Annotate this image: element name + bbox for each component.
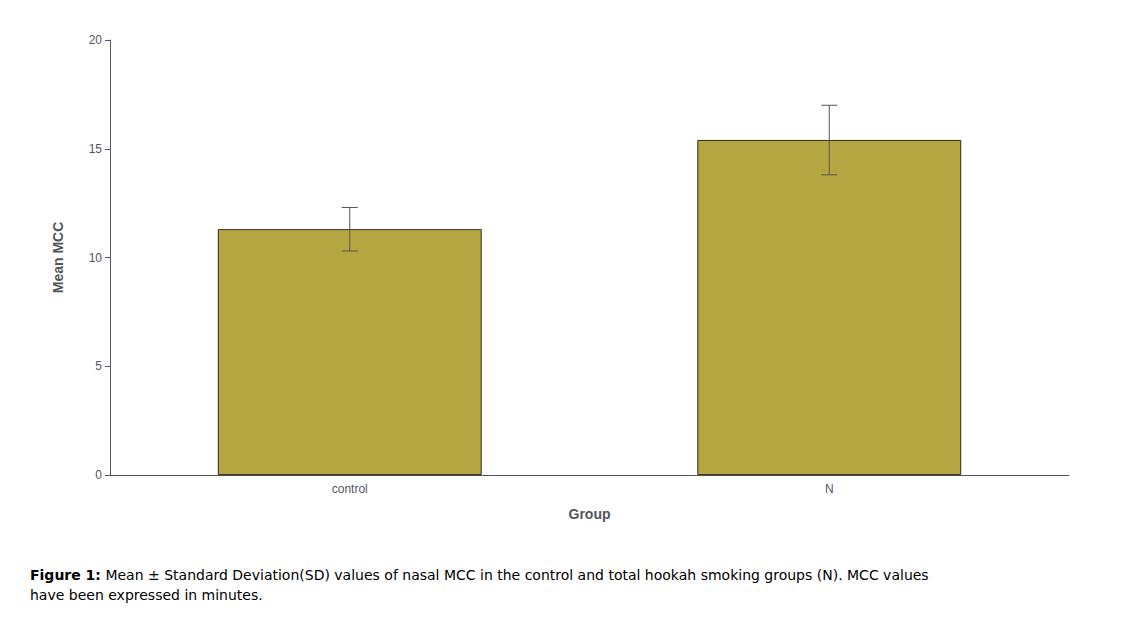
svg-text:5: 5 <box>95 359 102 373</box>
svg-text:have been expressed in minutes: have been expressed in minutes. <box>30 587 263 603</box>
svg-text:0: 0 <box>95 468 102 482</box>
svg-text:Figure 1:: Figure 1: <box>30 567 101 583</box>
svg-text:control: control <box>332 482 368 496</box>
svg-text:Mean MCC: Mean MCC <box>50 222 66 294</box>
svg-text:20: 20 <box>89 33 103 47</box>
svg-text:N: N <box>825 482 834 496</box>
svg-text:15: 15 <box>89 142 103 156</box>
svg-text:10: 10 <box>89 251 103 265</box>
svg-text:Group: Group <box>569 506 611 522</box>
svg-text:Mean ± Standard Deviation(SD): Mean ± Standard Deviation(SD) values of … <box>101 567 933 583</box>
